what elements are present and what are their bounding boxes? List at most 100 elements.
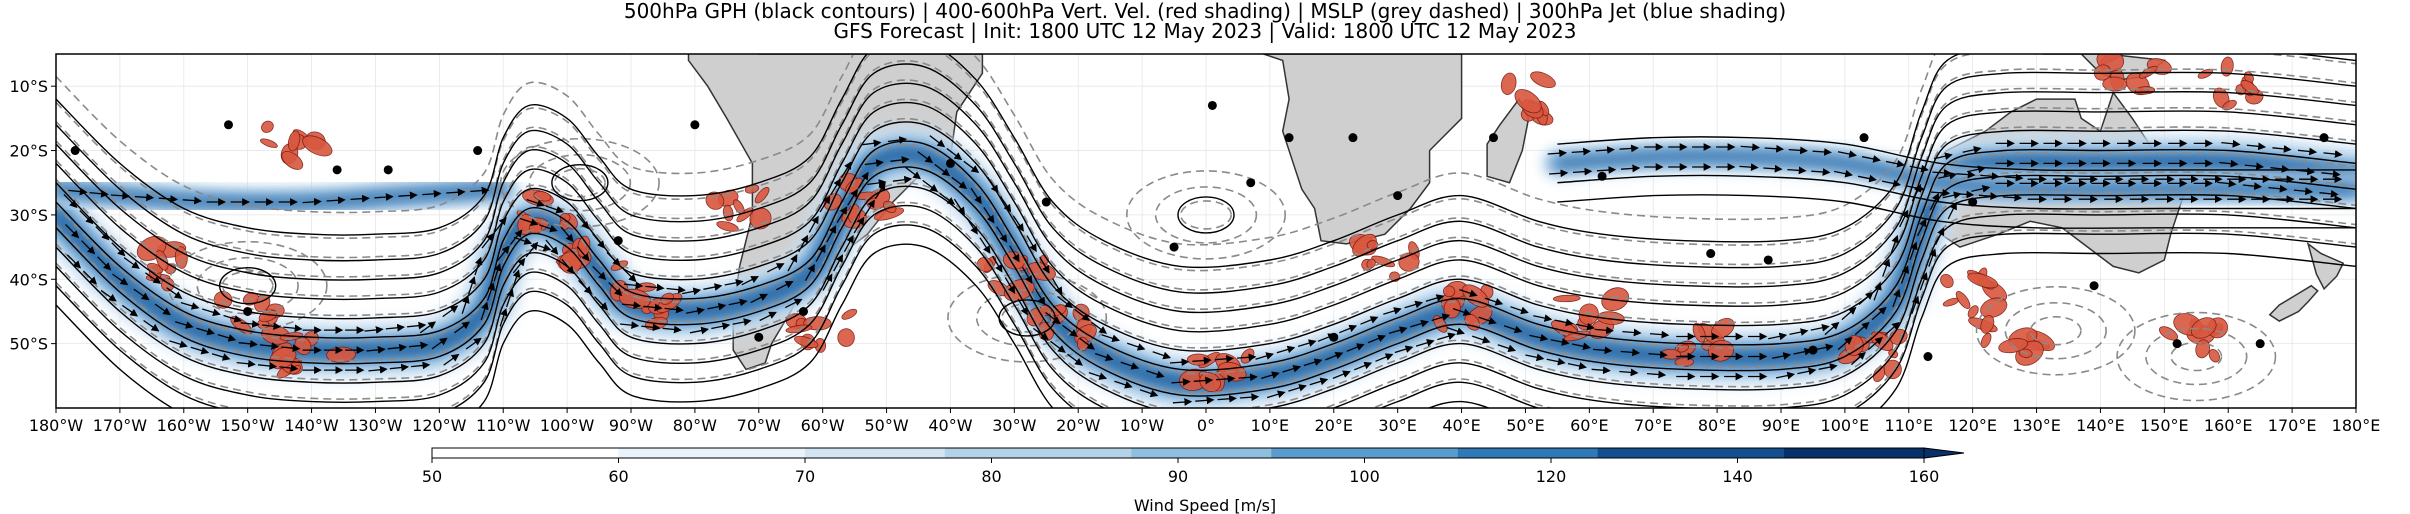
wind-vector: [467, 276, 476, 295]
wind-vector: [1911, 295, 1920, 315]
wind-vector: [1120, 361, 1140, 370]
wind-vector: [707, 302, 727, 311]
wind-vector: [1884, 321, 1900, 336]
vv-patch: [2197, 68, 2213, 79]
wind-vector: [385, 323, 405, 332]
wind-vector: [512, 269, 521, 288]
station-dot: [690, 120, 700, 130]
wind-vector: [1858, 291, 1874, 305]
wind-vector: [1094, 352, 1114, 362]
wind-vector: [703, 283, 723, 291]
vv-patch: [1371, 255, 1396, 268]
wind-vector: [145, 272, 162, 284]
x-tick-label: 80°W: [673, 416, 717, 435]
mslp-contour: [56, 59, 2356, 291]
station-dot: [754, 332, 764, 342]
wind-vector: [66, 254, 82, 269]
mslp-contour: [56, 162, 2356, 394]
wind-vector: [1764, 144, 1784, 153]
wind-vector: [1890, 234, 1899, 254]
vv-patch: [1980, 315, 1995, 334]
wind-vector: [1622, 328, 1642, 337]
colorbar-tick-label: 60: [608, 467, 628, 486]
mslp-low-contour: [2004, 301, 2107, 360]
wind-vector: [561, 258, 575, 275]
map-area: [55, 53, 2357, 409]
station-dot: [1968, 197, 1978, 207]
wind-vector: [1619, 144, 1639, 153]
wind-vector: [853, 216, 865, 234]
wind-vector: [368, 365, 388, 374]
x-tick-label: 0°: [1197, 416, 1215, 435]
vv-patch: [1514, 89, 1542, 114]
wind-vector: [1787, 166, 1807, 175]
station-dot: [243, 306, 253, 316]
wind-vector: [411, 361, 431, 370]
colorbar-segment: [1737, 448, 1785, 458]
wind-vector: [1057, 295, 1073, 309]
station-dot: [70, 146, 80, 156]
wind-vector: [1529, 333, 1549, 342]
mslp-contour: [56, 54, 1936, 246]
mslp-low-contour: [1154, 186, 1258, 244]
station-dot: [332, 165, 342, 175]
wind-vector: [175, 321, 194, 329]
wind-vector: [1497, 344, 1517, 353]
wind-vector: [999, 196, 1012, 213]
wind-vector: [776, 281, 794, 291]
wind-vector: [366, 345, 386, 354]
vv-patch: [1940, 273, 1954, 289]
x-tick-label: 100°W: [540, 416, 595, 435]
wind-vector: [905, 166, 922, 180]
wind-vector: [1546, 357, 1566, 366]
wind-vector: [446, 188, 466, 197]
wind-vector: [662, 325, 682, 334]
x-tick-label: 70°W: [737, 416, 781, 435]
wind-vector: [808, 215, 819, 233]
wind-vector: [833, 254, 844, 272]
wind-vector: [454, 321, 471, 334]
wind-vector: [1510, 306, 1529, 315]
wind-vector: [443, 353, 460, 366]
wind-vector: [1619, 368, 1639, 377]
x-tick-label: 140°E: [2076, 416, 2125, 435]
wind-vector: [240, 320, 260, 328]
vv-patch: [1601, 287, 1630, 312]
chart-title-line-2: GFS Forecast | Init: 1800 UTC 12 May 202…: [833, 19, 1577, 43]
station-dot: [1393, 191, 1403, 201]
wind-vector: [759, 311, 777, 322]
wind-vector: [474, 256, 483, 276]
wind-vector: [2002, 193, 2023, 202]
wind-vector: [1303, 358, 1323, 367]
wind-vector: [1594, 326, 1614, 335]
land-new-zealand-south: [2268, 284, 2319, 322]
wind-vector: [389, 363, 409, 372]
wind-vector: [154, 303, 171, 316]
wind-vector: [732, 318, 752, 326]
wind-vector: [1971, 184, 1991, 193]
vv-patch: [882, 200, 897, 214]
colorbar-segment: [1271, 448, 1319, 458]
vv-patch: [260, 138, 278, 148]
x-tick-label: 120°E: [1948, 416, 1997, 435]
colorbar-segment: [1178, 448, 1226, 458]
x-tick-label: 90°E: [1762, 416, 1800, 435]
wind-vector: [1768, 332, 1788, 341]
vv-patch: [1500, 72, 1517, 95]
wind-vector: [223, 314, 243, 323]
wind-vector: [302, 197, 322, 206]
wind-vector: [82, 270, 98, 285]
wind-vector: [1881, 179, 1901, 188]
vv-patch: [2102, 76, 2128, 92]
land-new-zealand-north: [2306, 241, 2345, 291]
wind-vector: [892, 175, 913, 184]
wind-vector: [621, 301, 642, 310]
wind-vector: [1088, 371, 1108, 380]
wind-vector: [887, 136, 908, 144]
colorbar-ticks: 50 60 70 80 90 100 120 140 160: [422, 458, 1939, 486]
x-axis: 180°W 170°W 160°W 150°W 140°W 130°W 120°W 110°W…: [29, 408, 2380, 435]
wind-vector: [499, 307, 508, 327]
wind-vector: [798, 234, 809, 253]
wind-vector: [166, 287, 183, 299]
